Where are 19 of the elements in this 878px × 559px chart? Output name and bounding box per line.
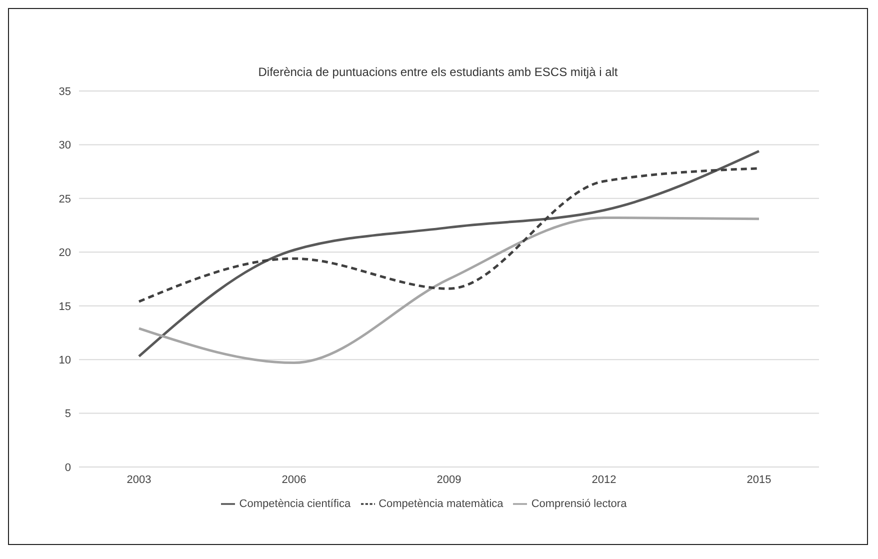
x-tick-label: 2015 [746,474,772,486]
x-tick-label: 2006 [282,474,306,486]
y-tick-label: 10 [58,354,71,366]
y-tick-label: 0 [64,462,71,474]
x-tick-label: 2003 [126,474,152,486]
y-tick-label: 35 [58,86,71,98]
legend-label: Comprensió lectora [531,498,627,510]
line-series [138,150,760,358]
y-tick-label: 15 [58,300,71,313]
x-tick-label: 2009 [436,474,462,486]
y-tick-label: 5 [64,408,71,420]
chart-title: Diferència de puntuacions entre els estudiants amb ESCS mitjà i alt [257,65,619,79]
x-tick-label: 2012 [592,474,616,486]
legend-label: Competència científica [239,498,351,510]
legend-label: Competència matemàtica [378,498,504,510]
y-tick-label: 30 [58,140,71,152]
line-series [138,216,760,364]
y-tick-label: 20 [58,247,71,260]
y-tick-label: 25 [58,193,71,206]
